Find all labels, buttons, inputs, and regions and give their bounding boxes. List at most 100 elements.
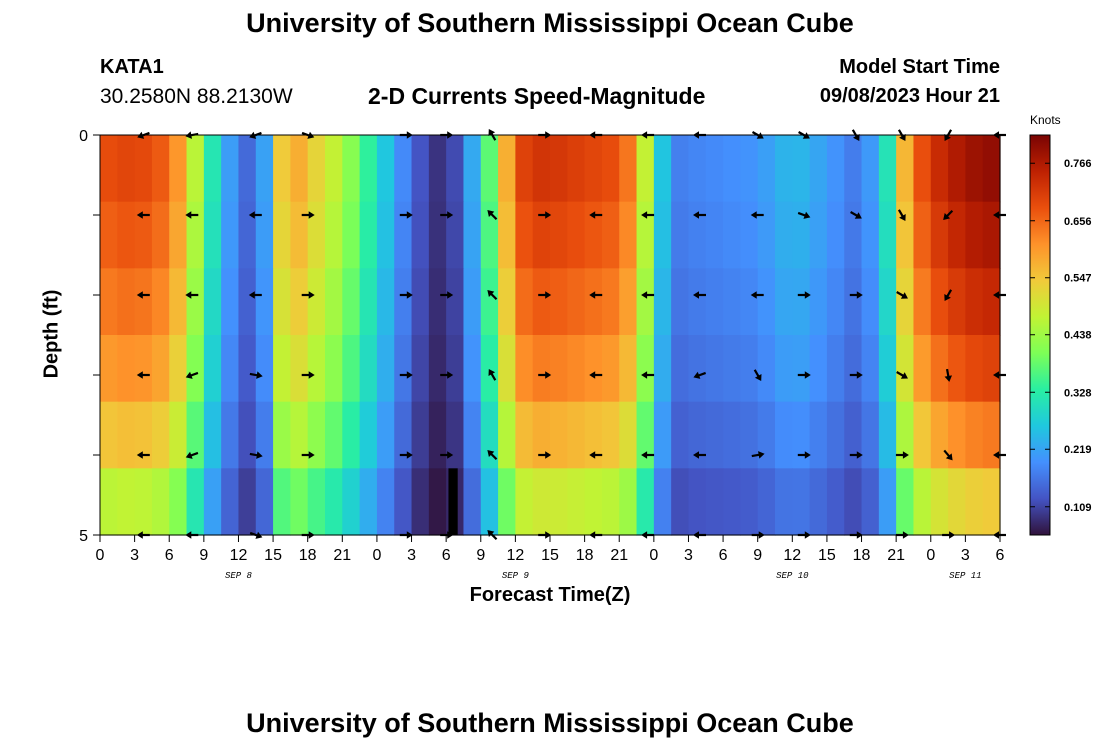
heatmap-cell <box>151 135 170 203</box>
heatmap-cell <box>342 401 361 469</box>
heatmap-cell <box>515 268 534 336</box>
heatmap-cell <box>394 401 413 469</box>
heatmap-cell <box>948 468 966 536</box>
current-arrow <box>750 291 764 299</box>
heatmap-cell <box>826 201 845 269</box>
heatmap-cell <box>601 401 620 469</box>
heatmap-cell <box>601 201 620 269</box>
current-arrow <box>487 290 498 301</box>
heatmap-cell <box>290 335 309 403</box>
current-arrow <box>538 371 552 379</box>
heatmap-cell <box>463 201 482 269</box>
heatmap-cell <box>861 468 880 536</box>
heatmap-cell <box>498 135 516 203</box>
heatmap-cell <box>567 468 586 536</box>
x-tick-label: 21 <box>333 547 351 564</box>
heatmap-cell <box>653 135 672 203</box>
heatmap-cell <box>463 135 482 203</box>
x-tick-label: 15 <box>264 547 282 564</box>
heatmap-cell <box>186 468 205 536</box>
heatmap-cell <box>671 135 690 203</box>
heatmap-cell <box>428 268 447 336</box>
heatmap-cell <box>757 401 776 469</box>
heatmap-cell <box>567 135 586 203</box>
heatmap-cell <box>930 268 949 336</box>
x-axis: 0 3 6 9 12 15 18 21 0 3 6 9 12 15 18 21 0 3 6 9 12 15 18 21 0 3 6 S… <box>96 535 1005 581</box>
heatmap-cell <box>411 268 430 336</box>
heatmap-cell <box>601 135 620 203</box>
model-start-value: 09/08/2023 Hour 21 <box>819 85 1000 107</box>
heatmap-cell <box>809 268 828 336</box>
x-axis-label: Forecast Time(Z) <box>469 584 631 606</box>
heatmap-cell <box>619 468 638 536</box>
heatmap-cell <box>290 401 309 469</box>
heatmap-cell <box>965 468 984 536</box>
heatmap-cell <box>342 268 361 336</box>
heatmap-cell <box>844 201 863 269</box>
model-start-label: Model Start Time <box>839 56 1000 78</box>
heatmap-cell <box>307 401 326 469</box>
x-tick-label: 3 <box>407 547 416 564</box>
current-arrow <box>944 129 953 142</box>
heatmap-cell <box>238 401 257 469</box>
current-arrow <box>301 211 315 219</box>
current-arrow <box>488 128 497 141</box>
x-tick-label: 0 <box>926 547 935 564</box>
heatmap-cell <box>740 401 759 469</box>
current-arrow <box>751 451 765 459</box>
heatmap-cell <box>376 468 395 536</box>
heatmap-cell <box>688 335 707 403</box>
current-arrow <box>849 371 863 379</box>
heatmap-cell <box>636 268 655 336</box>
heatmap-cell <box>117 335 136 403</box>
heatmap-cell <box>515 201 534 269</box>
heatmap-cell <box>792 268 811 336</box>
heatmap-cell <box>498 468 516 536</box>
heatmap-cell <box>705 201 724 269</box>
heatmap-cell <box>653 401 672 469</box>
x-tick-label: 9 <box>753 547 762 564</box>
heatmap-cell <box>619 335 638 403</box>
heatmap-cell <box>151 201 170 269</box>
heatmap-cell <box>982 268 1001 336</box>
current-arrow <box>301 291 315 299</box>
heatmap-cell <box>757 268 776 336</box>
heatmap-cell <box>550 468 568 536</box>
x-tick-label: 0 <box>372 547 381 564</box>
current-arrow <box>993 291 1006 299</box>
heatmap-cell <box>619 401 638 469</box>
heatmap-cell <box>671 468 690 536</box>
heatmap-cell <box>705 335 724 403</box>
heatmap-cell <box>394 468 413 536</box>
heatmap-cell <box>792 335 811 403</box>
colorbar-tick-label: 0.766 <box>1064 158 1092 170</box>
heatmap-cell <box>757 335 776 403</box>
current-arrow <box>897 209 906 222</box>
heatmap-cell <box>671 335 690 403</box>
heatmap-cell <box>169 135 188 203</box>
heatmap-cell <box>203 201 222 269</box>
x-tick-label: 3 <box>684 547 693 564</box>
heatmap-cell <box>151 468 170 536</box>
heatmap-cell <box>238 268 257 336</box>
heatmap-cell <box>411 201 430 269</box>
x-tick-label: 6 <box>442 547 451 564</box>
heatmap-cell <box>671 268 690 336</box>
heatmap-cell <box>688 401 707 469</box>
heatmap-cell <box>394 335 413 403</box>
x-tick-label: 9 <box>199 547 208 564</box>
heatmap-cell <box>325 468 343 536</box>
heatmap-cell <box>307 335 326 403</box>
heatmap-cell <box>100 268 118 336</box>
heatmap-cell <box>723 468 741 536</box>
x-tick-label: 3 <box>130 547 139 564</box>
current-arrow <box>248 211 262 219</box>
heatmap-cell <box>203 135 222 203</box>
current-arrow <box>399 291 413 299</box>
heatmap-cell <box>255 401 274 469</box>
current-arrow <box>488 368 497 381</box>
heatmap-cell <box>307 468 326 536</box>
current-arrow <box>943 209 954 220</box>
current-arrow <box>136 371 150 379</box>
heatmap-cell <box>394 135 413 203</box>
